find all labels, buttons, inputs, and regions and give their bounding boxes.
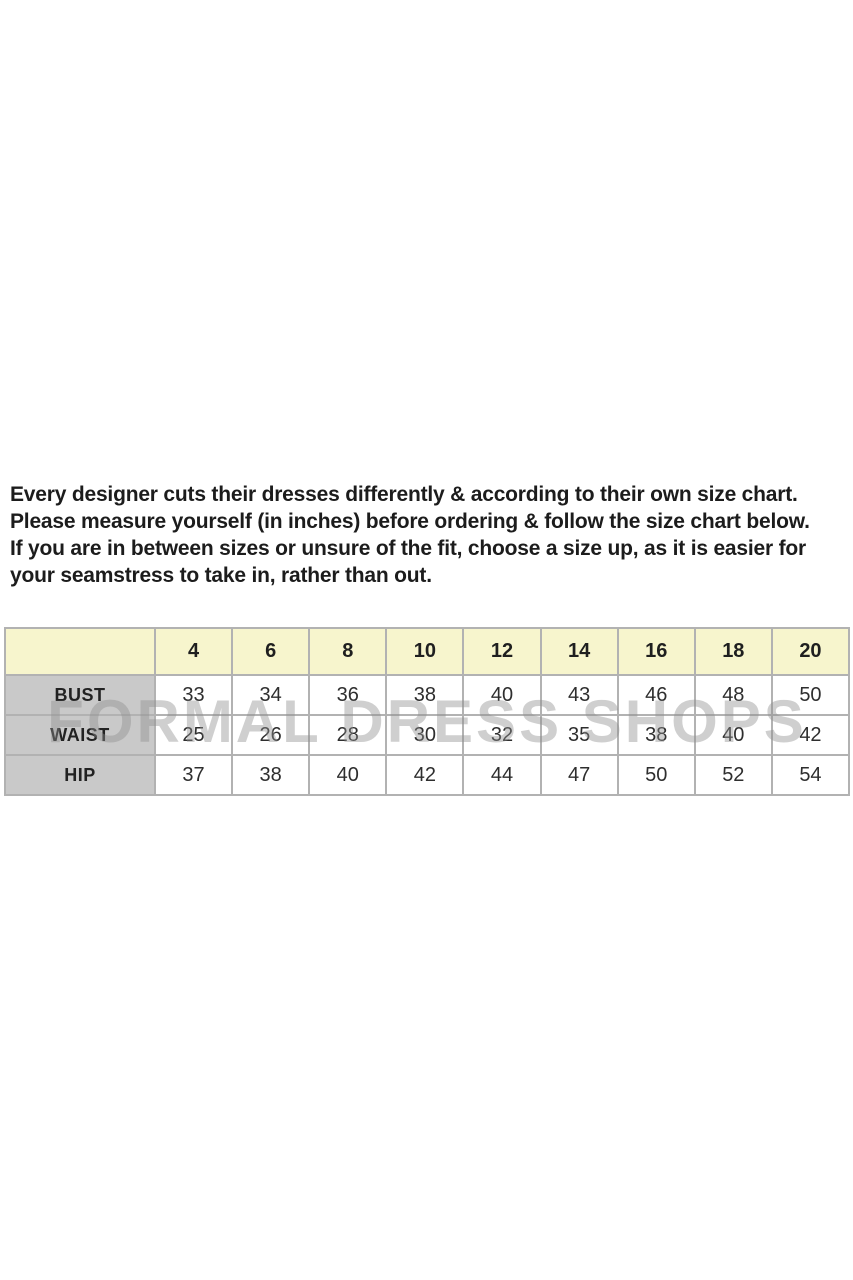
measurement-cell-waist-size-16: 38 [616,714,696,756]
size-column-header-14: 14 [539,627,619,676]
table-row-bust: BUST 33 34 36 38 40 43 46 48 50 [4,674,851,716]
measurement-cell-waist-size-18: 40 [693,714,773,756]
measurement-cell-hip-size-16: 50 [616,754,696,796]
size-header-row: 4 6 8 10 12 14 16 18 20 [4,627,851,676]
table-row-waist: WAIST 25 26 28 30 32 35 38 40 42 [4,714,851,756]
intro-paragraph-between-sizes: If you are in between sizes or unsure of… [10,537,806,587]
size-chart-table: 4 6 8 10 12 14 16 18 20 BUST 33 34 36 38 40 43 46 48 50 WA… [4,627,851,796]
row-label-waist: WAIST [4,714,156,756]
measurement-cell-hip-size-20: 54 [770,754,851,796]
size-column-header-10: 10 [385,627,465,676]
measurement-cell-hip-size-4: 37 [153,754,234,796]
row-label-hip: HIP [4,754,156,796]
measurement-cell-bust-size-20: 50 [770,674,851,716]
size-chart-header: 4 6 8 10 12 14 16 18 20 [4,627,851,676]
size-column-header-12: 12 [462,627,542,676]
measurement-cell-bust-size-12: 40 [462,674,542,716]
measurement-cell-waist-size-6: 26 [231,714,311,756]
intro-text: Every designer cuts their dresses differ… [10,481,848,589]
row-label-bust: BUST [4,674,156,716]
size-column-header-20: 20 [770,627,851,676]
table-row-hip: HIP 37 38 40 42 44 47 50 52 54 [4,754,851,796]
size-chart-body: BUST 33 34 36 38 40 43 46 48 50 WAIST 25 26 28 30 32 35 3… [4,674,851,796]
measurement-cell-hip-size-6: 38 [231,754,311,796]
measurement-cell-bust-size-14: 43 [539,674,619,716]
measurement-cell-bust-size-8: 36 [308,674,388,716]
measurement-cell-hip-size-14: 47 [539,754,619,796]
measurement-cell-bust-size-18: 48 [693,674,773,716]
size-column-header-18: 18 [693,627,773,676]
size-column-header-8: 8 [308,627,388,676]
measurement-cell-hip-size-10: 42 [385,754,465,796]
corner-cell [4,627,156,676]
size-column-header-16: 16 [616,627,696,676]
measurement-cell-waist-size-12: 32 [462,714,542,756]
intro-paragraph-sizing: Every designer cuts their dresses differ… [10,483,810,533]
measurement-cell-bust-size-6: 34 [231,674,311,716]
measurement-cell-waist-size-14: 35 [539,714,619,756]
measurement-cell-waist-size-10: 30 [385,714,465,756]
measurement-cell-hip-size-18: 52 [693,754,773,796]
measurement-cell-waist-size-4: 25 [153,714,234,756]
measurement-cell-waist-size-8: 28 [308,714,388,756]
size-column-header-6: 6 [231,627,311,676]
measurement-cell-bust-size-10: 38 [385,674,465,716]
size-column-header-4: 4 [153,627,234,676]
size-chart: 4 6 8 10 12 14 16 18 20 BUST 33 34 36 38 40 43 46 48 50 WA… [4,627,851,796]
measurement-cell-bust-size-4: 33 [153,674,234,716]
measurement-cell-waist-size-20: 42 [770,714,851,756]
measurement-cell-hip-size-8: 40 [308,754,388,796]
measurement-cell-bust-size-16: 46 [616,674,696,716]
measurement-cell-hip-size-12: 44 [462,754,542,796]
